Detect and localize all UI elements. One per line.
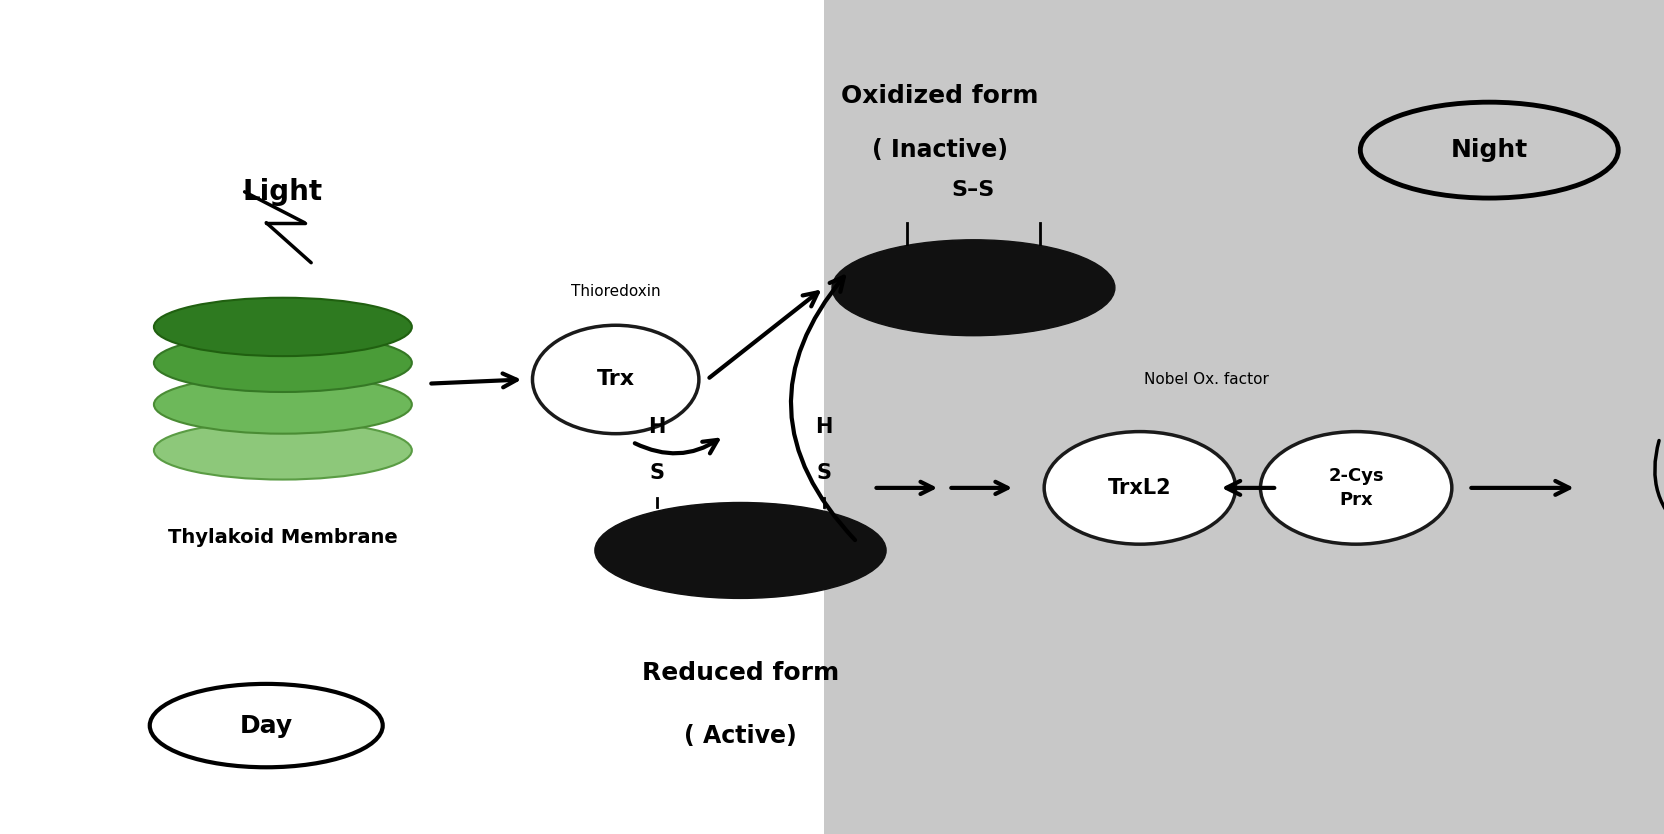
- Text: Reduced form: Reduced form: [642, 661, 839, 686]
- Text: Nobel Ox. factor: Nobel Ox. factor: [1143, 372, 1270, 387]
- Text: Day: Day: [240, 714, 293, 737]
- Ellipse shape: [1361, 103, 1617, 198]
- Text: Trx: Trx: [597, 369, 634, 389]
- Ellipse shape: [1261, 432, 1451, 545]
- Ellipse shape: [153, 298, 413, 356]
- Text: H: H: [649, 418, 666, 437]
- Text: Oxidized form: Oxidized form: [842, 84, 1038, 108]
- Bar: [824, 0, 1664, 834]
- Text: Night: Night: [1451, 138, 1528, 162]
- FancyArrowPatch shape: [634, 440, 717, 454]
- Text: Thioredoxin: Thioredoxin: [571, 284, 661, 299]
- Ellipse shape: [1045, 432, 1236, 545]
- Ellipse shape: [153, 421, 413, 480]
- Text: Thylakoid Membrane: Thylakoid Membrane: [168, 529, 398, 547]
- Ellipse shape: [832, 240, 1115, 336]
- Bar: [0, 0, 824, 834]
- FancyArrowPatch shape: [790, 277, 855, 540]
- Ellipse shape: [150, 684, 383, 767]
- Text: 2-Cys
Prx: 2-Cys Prx: [1328, 467, 1384, 509]
- Ellipse shape: [153, 334, 413, 392]
- Text: Light: Light: [243, 178, 323, 206]
- FancyArrowPatch shape: [1654, 440, 1664, 534]
- Ellipse shape: [532, 325, 699, 434]
- Ellipse shape: [153, 375, 413, 434]
- Text: S–S: S–S: [952, 180, 995, 199]
- Text: ( Active): ( Active): [684, 724, 797, 748]
- Ellipse shape: [596, 502, 887, 599]
- Text: S: S: [649, 464, 666, 483]
- Text: S: S: [815, 464, 832, 483]
- Text: ( Inactive): ( Inactive): [872, 138, 1008, 162]
- Text: TrxL2: TrxL2: [1108, 478, 1171, 498]
- Text: H: H: [815, 418, 832, 437]
